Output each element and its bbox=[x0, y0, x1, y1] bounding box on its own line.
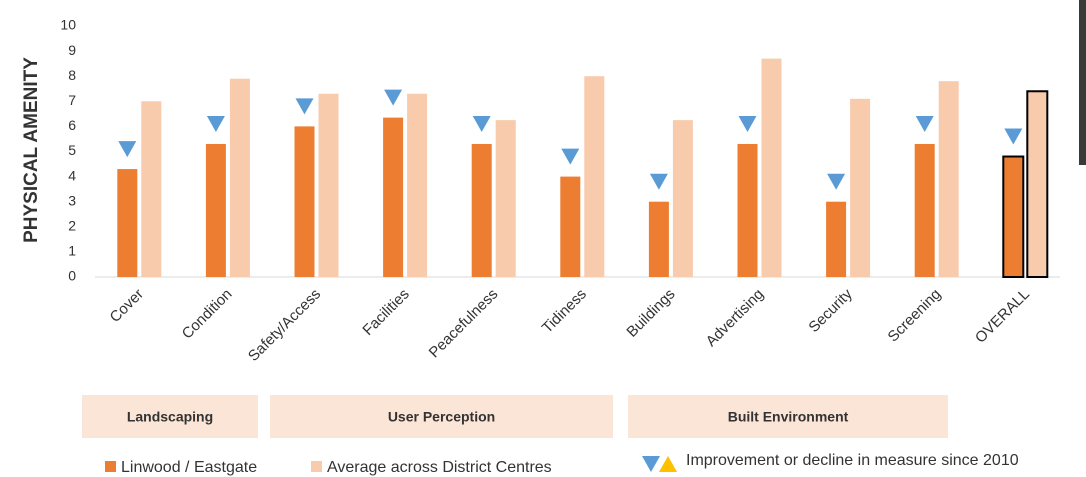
bar bbox=[850, 98, 871, 277]
bar bbox=[495, 120, 516, 277]
bar bbox=[407, 93, 428, 278]
legend-label: Average across District Centres bbox=[327, 459, 552, 476]
change-marker bbox=[118, 141, 137, 158]
change-marker bbox=[649, 173, 668, 190]
y-tick-label: 1 bbox=[68, 243, 76, 259]
bar bbox=[294, 126, 315, 278]
change-marker bbox=[295, 98, 314, 115]
legend-marker bbox=[659, 456, 677, 472]
x-tick-label: OVERALL bbox=[972, 286, 1033, 347]
y-tick-label: 5 bbox=[68, 142, 76, 158]
bar bbox=[205, 143, 226, 277]
group-box bbox=[270, 395, 613, 438]
y-tick-label: 2 bbox=[68, 218, 76, 234]
group-label: User Perception bbox=[388, 409, 495, 425]
bar bbox=[938, 81, 959, 277]
x-tick-label: Condition bbox=[179, 286, 236, 343]
y-tick-label: 9 bbox=[68, 42, 76, 58]
group-box bbox=[628, 395, 948, 438]
x-tick-label: Tidiness bbox=[539, 286, 590, 337]
x-tick-label: Facilities bbox=[359, 286, 412, 339]
bar bbox=[737, 143, 758, 277]
y-tick-label: 10 bbox=[60, 17, 76, 33]
y-tick-label: 4 bbox=[68, 167, 76, 183]
bar bbox=[1026, 90, 1049, 279]
bar bbox=[672, 120, 693, 277]
bar bbox=[141, 101, 162, 277]
bar bbox=[1002, 155, 1025, 279]
change-marker bbox=[472, 115, 491, 132]
y-axis-label: PHYSICAL AMENITY bbox=[21, 57, 42, 243]
x-tick-label: Screening bbox=[885, 286, 945, 346]
legend-swatch bbox=[105, 461, 116, 472]
legend-marker bbox=[642, 456, 660, 472]
bar bbox=[471, 143, 492, 277]
bar bbox=[229, 78, 250, 278]
y-tick-label: 8 bbox=[68, 67, 76, 83]
y-tick-label: 7 bbox=[68, 92, 76, 108]
change-marker bbox=[206, 115, 225, 132]
x-tick-label: Buildings bbox=[623, 286, 678, 341]
group-label: Built Environment bbox=[728, 409, 849, 425]
change-marker bbox=[384, 89, 403, 106]
x-tick-label: Advertising bbox=[703, 286, 767, 350]
change-marker bbox=[1004, 128, 1023, 145]
bar bbox=[560, 176, 581, 277]
change-marker bbox=[915, 115, 934, 132]
legend-label: Improvement or decline in measure since … bbox=[686, 452, 1019, 469]
group-label: Landscaping bbox=[127, 409, 213, 425]
bar bbox=[318, 93, 339, 278]
x-tick-label: Security bbox=[805, 285, 856, 336]
x-tick-label: Cover bbox=[107, 286, 147, 326]
legend-label: Linwood / Eastgate bbox=[121, 459, 257, 476]
bar bbox=[761, 58, 782, 277]
bar bbox=[584, 76, 605, 277]
bar bbox=[826, 201, 847, 277]
y-tick-label: 6 bbox=[68, 117, 76, 133]
cropped-image bbox=[1079, 0, 1086, 165]
legend-swatch bbox=[311, 461, 322, 472]
change-marker bbox=[738, 115, 757, 132]
group-box bbox=[82, 395, 258, 438]
bar bbox=[914, 143, 935, 277]
bar bbox=[117, 169, 138, 277]
bar bbox=[383, 117, 404, 278]
y-tick-label: 0 bbox=[68, 268, 76, 284]
x-tick-label: Peacefulness bbox=[426, 286, 502, 362]
bar bbox=[648, 201, 669, 277]
y-tick-label: 3 bbox=[68, 192, 76, 208]
change-marker bbox=[827, 173, 846, 190]
change-marker bbox=[561, 148, 580, 165]
x-tick-label: Safety/Access bbox=[245, 286, 324, 365]
